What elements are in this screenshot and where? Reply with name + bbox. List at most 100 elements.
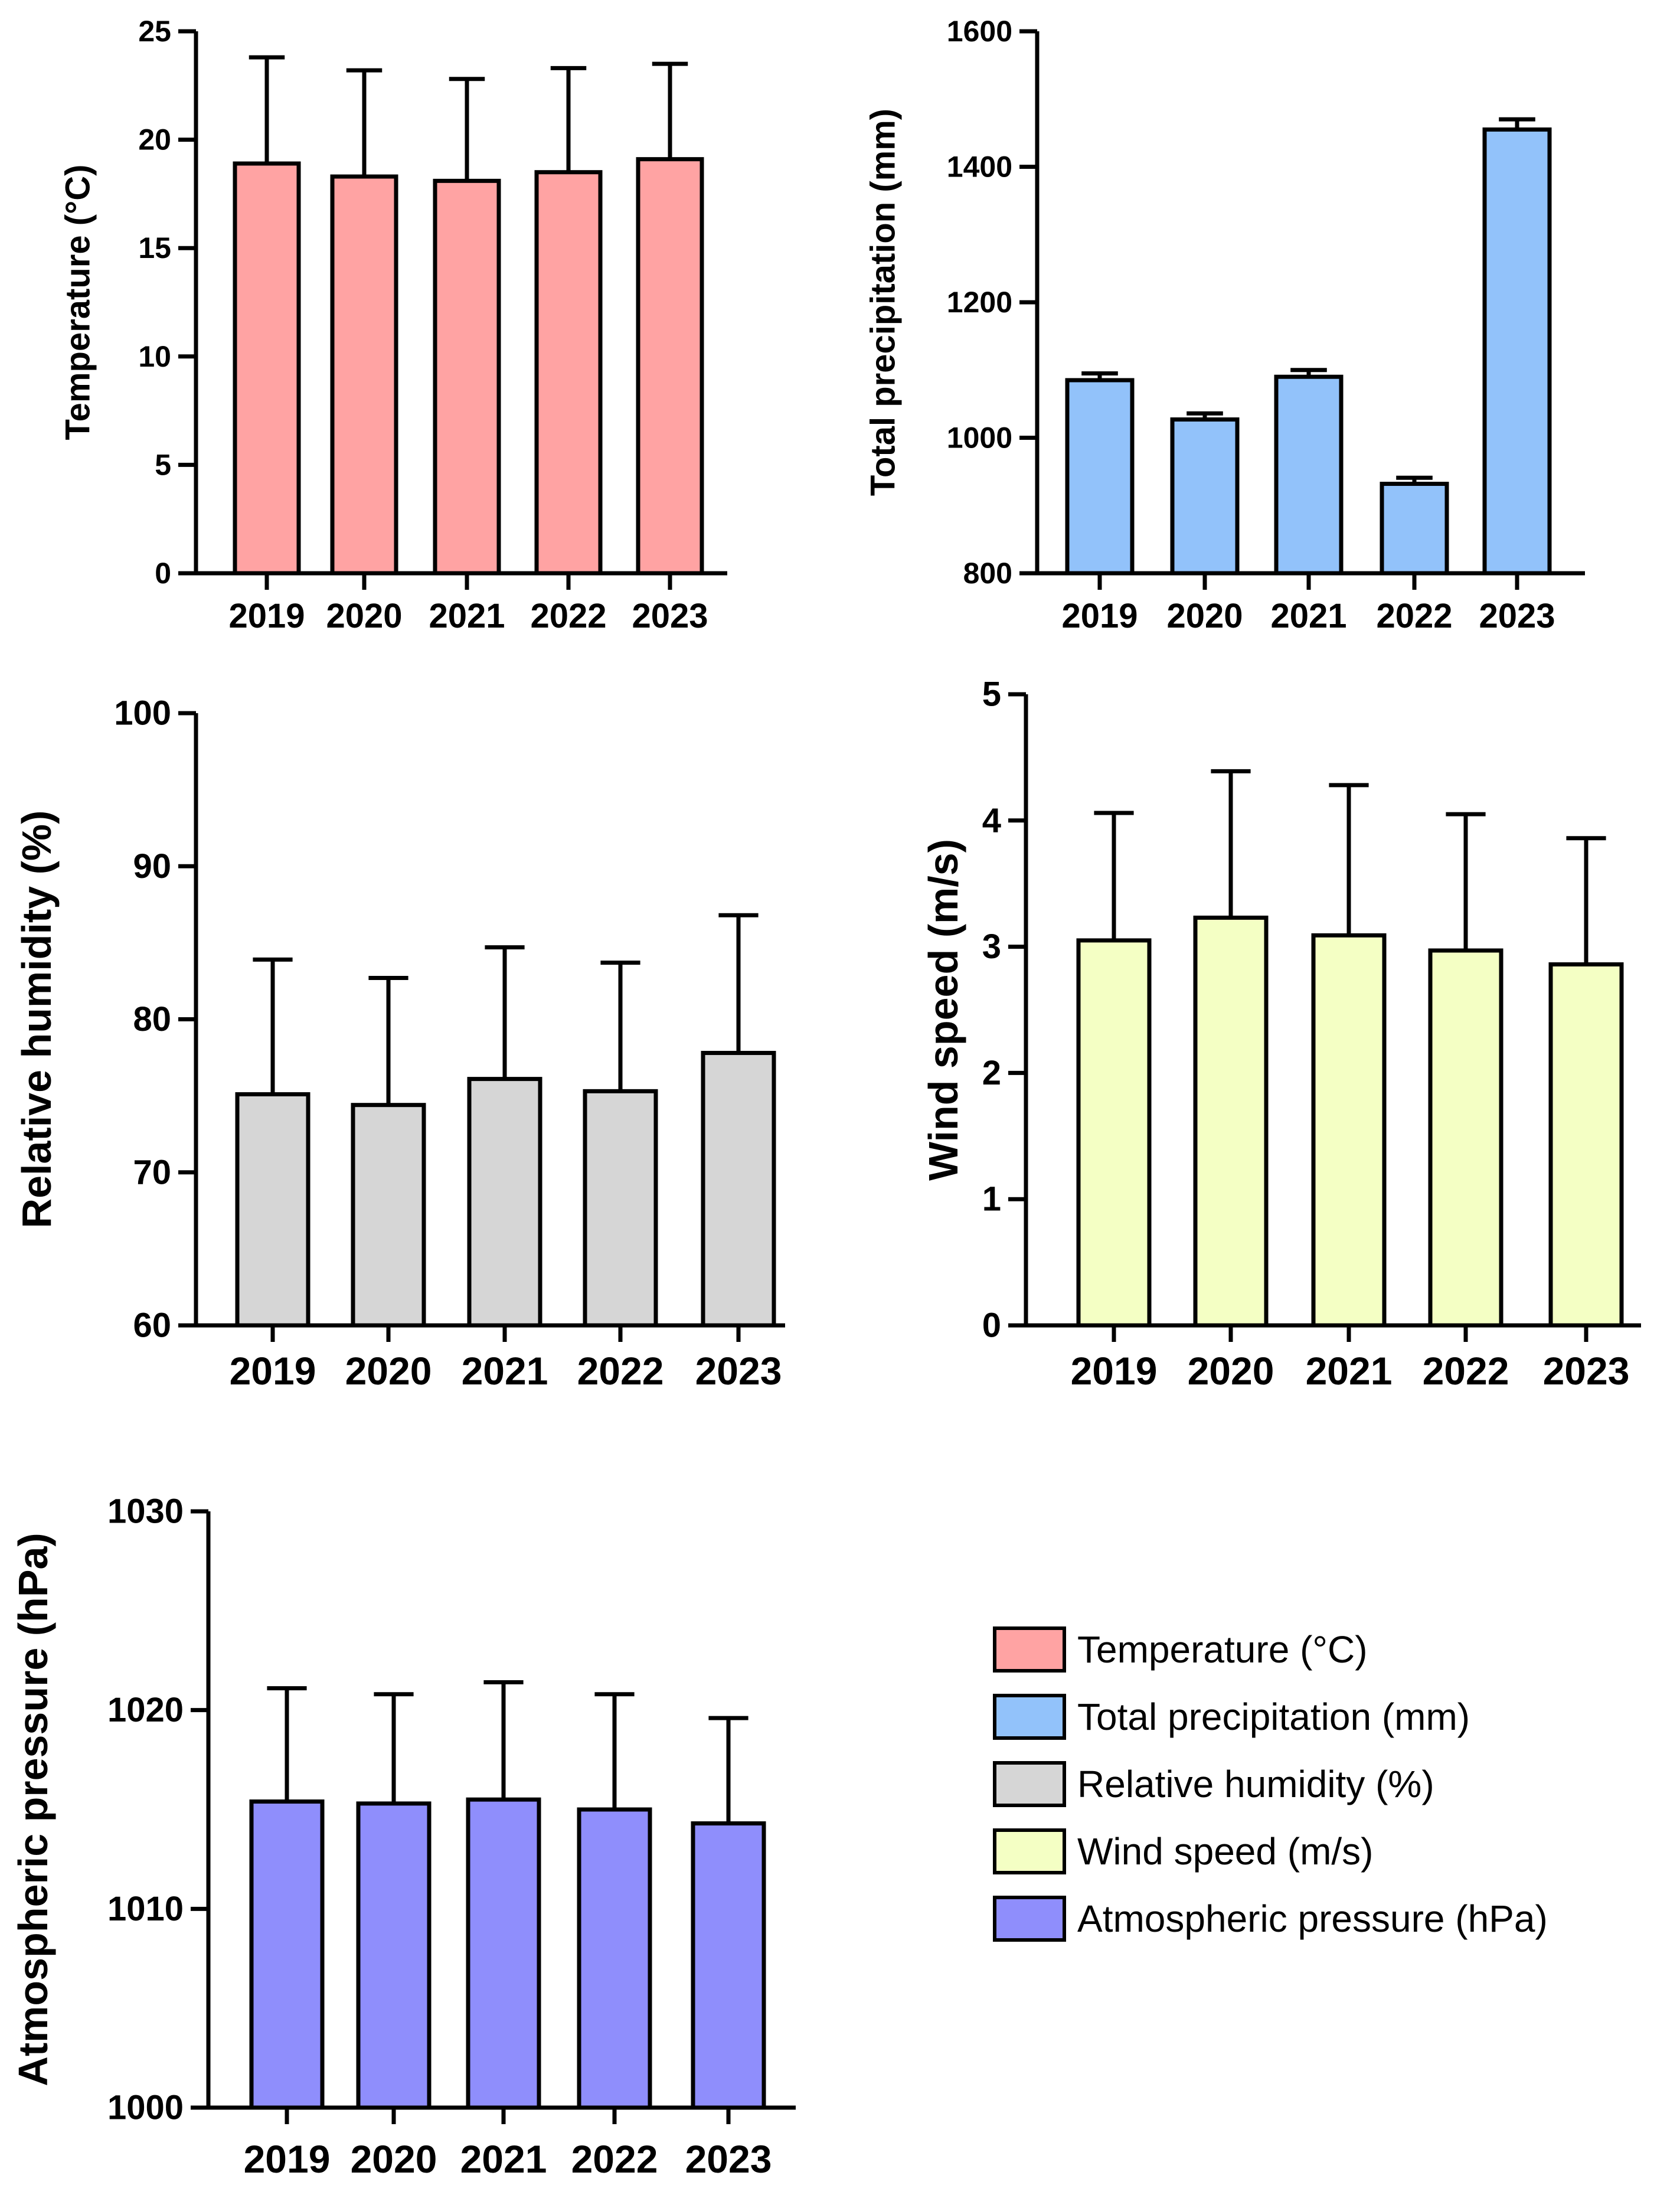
- y-tick-label: 5: [982, 675, 1001, 714]
- bar-2022: [577, 1807, 652, 2110]
- legend-label: Relative humidity (%): [1077, 1763, 1434, 1805]
- x-tick-label: 2020: [345, 1349, 432, 1393]
- chart-wind-speed: 0 1 2 3 4 5 2019 2020 2021 2022 2023 Wind speed (m/…: [920, 675, 1641, 1393]
- bar-2023: [701, 1051, 776, 1328]
- x-tick-label: 2022: [577, 1349, 664, 1393]
- bar-2019: [1076, 938, 1152, 1328]
- x-tick-label: 2022: [530, 597, 606, 635]
- y-tick-label: 1: [982, 1180, 1001, 1219]
- legend-swatch: [993, 1896, 1066, 1942]
- x-tick-label: 2020: [351, 2137, 437, 2181]
- y-tick-label: 60: [133, 1306, 171, 1345]
- legend-item: Total precipitation (mm): [993, 1694, 1470, 1740]
- y-tick-label: 10: [138, 340, 171, 373]
- x-tick-label: 2021: [462, 1349, 548, 1393]
- bar-2023: [1548, 962, 1624, 1328]
- bar-2023: [636, 157, 704, 576]
- bar-2021: [466, 1797, 541, 2110]
- x-tick-label: 2020: [326, 597, 402, 635]
- y-tick-label: 1020: [107, 1691, 184, 1729]
- y-tick-label: 5: [155, 448, 171, 481]
- legend-swatch: [993, 1828, 1066, 1874]
- x-tick-label: 2019: [1071, 1349, 1158, 1393]
- x-tick-label: 2019: [1061, 597, 1138, 635]
- bar-2021: [1311, 933, 1387, 1328]
- bar-2020: [1193, 915, 1269, 1328]
- bar-2022: [534, 170, 603, 576]
- y-tick-label: 1030: [107, 1492, 184, 1531]
- chart-precipitation: 800 1000 1200 1400 1600 2019 2020 2021 2022 2023 T…: [864, 15, 1585, 635]
- y-tick-label: 80: [133, 1000, 171, 1038]
- y-tick-label: 25: [138, 15, 171, 48]
- bar-2023: [691, 1821, 766, 2110]
- y-axis-title: Relative humidity (%): [14, 811, 60, 1229]
- legend-item: Temperature (°C): [993, 1626, 1368, 1673]
- legend-swatch: [993, 1694, 1066, 1740]
- x-tick-label: 2023: [632, 597, 708, 635]
- y-tick-label: 20: [138, 123, 171, 156]
- legend: Temperature (°C) Total precipitation (mm)…: [993, 1626, 1548, 1942]
- chart-humidity: 60 70 80 90 100 2019 2020 2021 2022 2023 Relative …: [14, 694, 785, 1393]
- legend-item: Atmospheric pressure (hPa): [993, 1896, 1548, 1942]
- y-tick-label: 0: [155, 557, 171, 590]
- y-tick-label: 90: [133, 847, 171, 886]
- x-tick-label: 2020: [1166, 597, 1243, 635]
- y-tick-label: 2: [982, 1054, 1001, 1092]
- y-tick-label: 15: [138, 231, 171, 264]
- legend-label: Wind speed (m/s): [1077, 1830, 1373, 1873]
- x-tick-label: 2023: [695, 1349, 782, 1393]
- bar-2020: [330, 174, 398, 576]
- x-tick-label: 2019: [244, 2137, 331, 2181]
- y-axis-title: Wind speed (m/s): [920, 839, 966, 1181]
- bar-2022: [1428, 948, 1503, 1328]
- x-tick-label: 2019: [230, 1349, 316, 1393]
- legend-label: Total precipitation (mm): [1077, 1696, 1470, 1738]
- y-axis-title: Temperature (°C): [59, 165, 97, 440]
- y-axis-title: Total precipitation (mm): [864, 109, 903, 496]
- y-axis-title: Atmospheric pressure (hPa): [10, 1533, 56, 2086]
- x-tick-label: 2023: [1543, 1349, 1630, 1393]
- bar-2023: [1482, 127, 1552, 576]
- x-tick-label: 2022: [1423, 1349, 1509, 1393]
- bar-2020: [351, 1103, 426, 1328]
- x-tick-label: 2020: [1188, 1349, 1274, 1393]
- y-tick-label: 1010: [107, 1890, 184, 1928]
- chart-temperature: 0 5 10 15 20 25 2019 2020 2021 2022 2023 Temperatur…: [59, 15, 727, 635]
- x-tick-label: 2021: [1306, 1349, 1393, 1393]
- x-tick-label: 2022: [1376, 597, 1452, 635]
- chart-atmospheric-pressure: 1000 1010 1020 1030 2019 2020 2021 2022 2023 Atmo…: [10, 1492, 796, 2181]
- y-tick-label: 1200: [947, 286, 1012, 319]
- bar-2022: [1380, 482, 1449, 576]
- y-tick-label: 3: [982, 927, 1001, 966]
- bar-2019: [235, 1092, 310, 1328]
- legend-item: Wind speed (m/s): [993, 1828, 1373, 1874]
- legend-label: Temperature (°C): [1077, 1628, 1368, 1671]
- y-tick-label: 1400: [947, 151, 1012, 184]
- y-tick-label: 100: [114, 694, 171, 733]
- legend-label: Atmospheric pressure (hPa): [1077, 1897, 1548, 1940]
- y-tick-label: 4: [982, 801, 1001, 840]
- bar-2019: [249, 1799, 325, 2110]
- x-tick-label: 2019: [228, 597, 305, 635]
- y-tick-label: 0: [982, 1306, 1001, 1345]
- bar-2021: [433, 178, 501, 576]
- y-tick-label: 70: [133, 1153, 171, 1191]
- bar-2019: [233, 161, 301, 576]
- bar-2019: [1065, 378, 1135, 576]
- bar-2021: [1274, 374, 1344, 576]
- legend-swatch: [993, 1761, 1066, 1807]
- y-tick-label: 1000: [947, 422, 1012, 455]
- bar-2020: [1170, 417, 1240, 576]
- bar-2021: [467, 1077, 542, 1328]
- x-tick-label: 2022: [571, 2137, 658, 2181]
- y-tick-label: 1000: [107, 2089, 184, 2127]
- x-tick-label: 2023: [1479, 597, 1555, 635]
- bar-2020: [356, 1801, 432, 2110]
- x-tick-label: 2021: [460, 2137, 547, 2181]
- legend-item: Relative humidity (%): [993, 1761, 1434, 1807]
- bar-2022: [583, 1089, 658, 1328]
- x-tick-label: 2021: [1270, 597, 1346, 635]
- y-tick-label: 800: [963, 557, 1012, 590]
- x-tick-label: 2023: [685, 2137, 772, 2181]
